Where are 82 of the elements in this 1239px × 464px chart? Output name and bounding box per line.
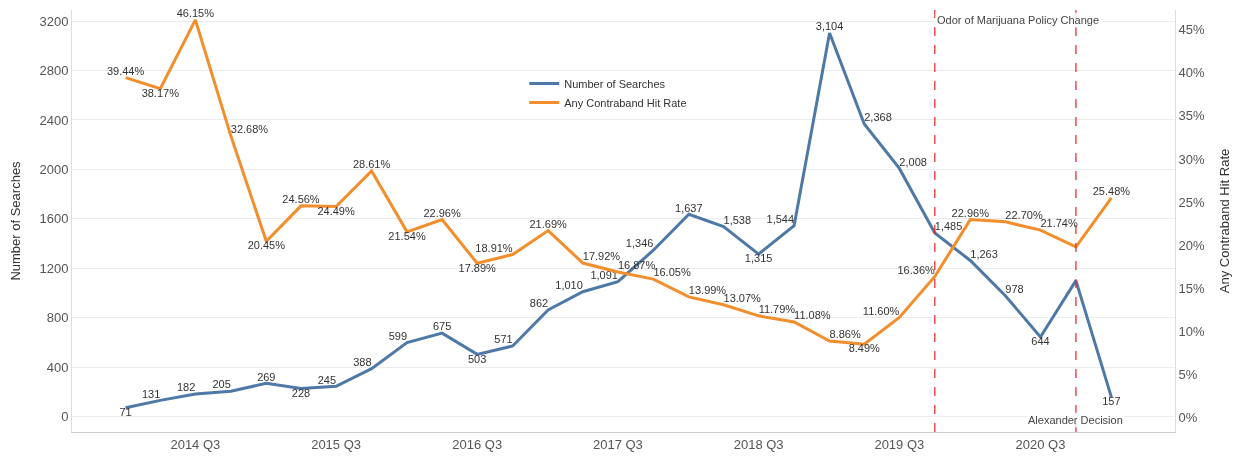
y2-tick-label: 15% [1178,280,1206,296]
x-tick-label: 2020 Q3 [1015,436,1066,452]
y-tick-label: 3200 [39,13,69,29]
data-label: 32.68% [230,123,269,136]
y-tick-label: 2800 [39,63,69,79]
y-tick-label: 800 [46,310,69,326]
data-label: 503 [468,352,487,365]
y2-tick-label: 25% [1178,194,1206,210]
x-tick-label: 2017 Q3 [592,436,643,452]
data-label: 22.96% [951,206,990,219]
y-tick-label: 2000 [39,161,69,177]
data-label: 644 [1031,335,1050,348]
data-label: 2,368 [864,111,892,124]
data-label: 862 [529,297,549,310]
legend-label: Any Contraband Hit Rate [564,96,687,109]
y2-tick-label: 20% [1178,237,1206,253]
y-tick-label: 400 [46,359,69,375]
data-label: 11.08% [794,309,831,322]
y-axis-title: Number of Searches [8,160,24,281]
data-label: 25.48% [1092,185,1131,198]
data-label: 388 [353,355,372,368]
data-label: 3,104 [815,20,844,33]
x-tick-label: 2016 Q3 [452,436,503,452]
y2-tick-label: 30% [1178,151,1206,167]
y2-axis-title: Any Contraband Hit Rate [1216,148,1232,294]
data-label: 228 [291,386,311,399]
data-label: 46.15% [176,7,215,20]
data-label: 17.89% [458,261,497,274]
data-label: 39.44% [106,64,145,77]
data-label: 1,538 [723,213,752,226]
data-label: 21.54% [388,230,426,243]
ref-line-label: Odor of Marijuana Policy Change [937,14,1100,26]
x-tick-label: 2019 Q3 [874,436,925,452]
data-label: 22.96% [423,206,461,219]
y2-tick-label: 0% [1178,409,1198,425]
data-label: 24.56% [282,193,320,206]
data-label: 71 [119,406,132,419]
data-label: 2,008 [899,155,927,168]
y2-tick-label: 10% [1178,323,1206,339]
data-label: 11.60% [862,304,900,317]
data-label: 38.17% [141,86,180,99]
y2-tick-label: 45% [1178,22,1206,38]
data-label: 8.86% [829,328,861,341]
legend-label: Number of Searches [564,77,666,90]
y-tick-label: 0 [61,409,69,425]
x-tick-label: 2018 Q3 [733,436,784,452]
data-label: 16.36% [897,263,936,276]
data-label: 1,315 [744,252,773,265]
y-tick-label: 2400 [39,112,69,128]
y2-tick-label: 40% [1178,65,1206,81]
y-tick-label: 1600 [39,211,69,227]
data-label: 24.49% [317,204,355,217]
data-label: 1,263 [970,247,998,260]
data-label: 571 [494,333,513,346]
data-label: 11.79% [758,303,796,316]
data-label: 269 [257,370,276,383]
data-label: 675 [432,320,452,333]
data-label: 1,485 [934,220,963,233]
data-label: 182 [177,381,196,394]
y2-tick-label: 5% [1178,366,1198,382]
data-label: 599 [388,329,408,342]
data-label: 245 [317,373,337,386]
data-label: 978 [1005,282,1024,295]
x-tick-label: 2015 Q3 [311,436,362,452]
data-label: 1,544 [766,213,795,226]
data-label: 18.91% [475,241,513,254]
ref-line-label: Alexander Decision [1028,414,1123,426]
data-label: 157 [1102,395,1121,408]
data-label: 17.92% [582,250,621,263]
data-label: 131 [141,387,161,400]
data-label: 21.69% [529,217,567,230]
x-tick-label: 2014 Q3 [170,436,221,452]
data-label: 1,091 [590,268,618,281]
data-label: 1,010 [555,279,583,291]
data-label: 28.61% [352,158,391,171]
data-label: 20.45% [247,239,286,252]
data-label: 1,346 [625,237,654,250]
data-label: 205 [212,378,231,391]
y-tick-label: 1200 [39,260,69,276]
data-label: 1,637 [675,201,703,214]
y2-tick-label: 35% [1178,108,1206,124]
data-label: 8.49% [848,342,881,355]
